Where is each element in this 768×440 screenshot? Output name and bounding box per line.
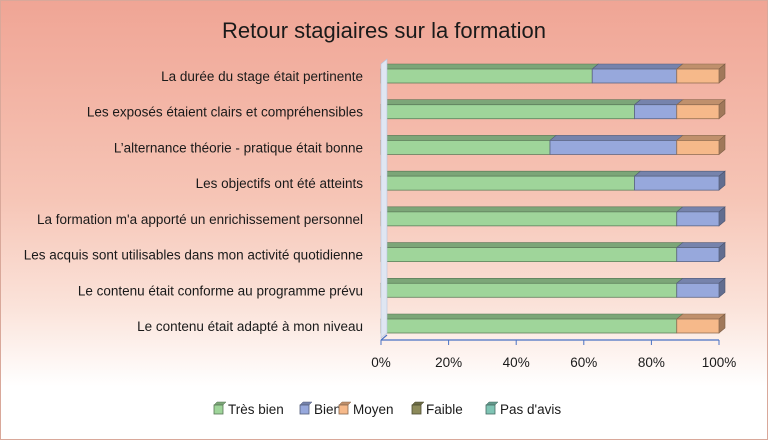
x-tick-label: 40% <box>503 355 530 370</box>
bar-segment-top <box>380 63 600 70</box>
bar-segment <box>591 68 678 84</box>
bar-segment <box>380 140 551 155</box>
category-label: L’alternance théorie - pratique était bo… <box>114 140 363 155</box>
category-label: Les exposés étaient clairs et compréhens… <box>87 105 363 120</box>
bar-segment-top <box>380 99 642 106</box>
legend-item: Pas d'avis <box>485 401 561 417</box>
bar-segment <box>634 104 678 120</box>
category-label: Les acquis sont utilisables dans mon act… <box>24 248 363 263</box>
bar-segment <box>380 175 635 191</box>
legend-label: Bien <box>314 402 341 417</box>
legend-label: Faible <box>426 402 463 417</box>
category-label: La formation m'a apporté un enrichisseme… <box>37 212 363 227</box>
bar-segment-top <box>380 242 684 248</box>
legend-swatch-top <box>299 401 313 406</box>
x-tick-label: 100% <box>702 355 737 370</box>
bar-row <box>380 63 726 84</box>
legend-swatch <box>299 404 310 415</box>
x-tick-label: 20% <box>435 355 462 370</box>
x-tick-label: 0% <box>371 355 391 370</box>
legend-item: Très bien <box>213 401 284 417</box>
bar-row <box>380 170 726 191</box>
legend-label: Pas d'avis <box>500 402 561 417</box>
bar-segment-top <box>675 277 726 284</box>
category-label: Le contenu était conforme au programme p… <box>78 283 363 298</box>
category-label: Les objectifs ont été atteints <box>196 176 364 191</box>
bar-row <box>380 99 726 120</box>
bar-segment <box>380 68 593 84</box>
x-axis: 0% 20% 40% 60% 80% 100% <box>371 58 737 370</box>
bar-segment-top <box>633 99 684 106</box>
bar-row <box>380 241 726 263</box>
bar-segment-top <box>549 135 684 141</box>
axis-side-wall <box>380 58 388 339</box>
legend-label: Très bien <box>228 402 284 417</box>
bar-segment <box>380 104 635 120</box>
bar-segment <box>380 211 678 227</box>
legend-swatch <box>485 404 496 415</box>
bar-segment-top <box>675 313 726 320</box>
x-tick-label: 80% <box>638 355 665 370</box>
bar-segment-top <box>380 206 684 213</box>
bar-segment-top <box>675 63 726 70</box>
bar-segment-top <box>675 242 726 248</box>
legend-swatch-top <box>213 401 227 406</box>
bar-segment-top <box>675 135 726 141</box>
bar-segment <box>380 318 678 334</box>
bar-row <box>380 206 726 227</box>
bar-segment-top <box>380 277 684 284</box>
bars <box>380 63 726 334</box>
legend-swatch <box>338 404 349 415</box>
bar-segment <box>676 282 720 298</box>
x-axis-corner <box>380 334 388 341</box>
bar-row <box>380 313 726 334</box>
bar-segment <box>676 211 720 227</box>
bar-segment-top <box>380 313 684 320</box>
legend-swatch <box>411 404 422 415</box>
bar-segment <box>676 247 720 262</box>
legend-swatch-top <box>485 401 499 406</box>
legend-swatch <box>213 404 224 415</box>
bar-segment-top <box>380 170 642 177</box>
legend-label: Moyen <box>353 402 394 417</box>
legend-item: Faible <box>411 401 463 417</box>
legend: Très bien Bien Moyen Faible Pas d'avis <box>213 401 561 417</box>
bar-segment-top <box>675 206 726 213</box>
bar-segment <box>634 175 720 191</box>
chart-title: Retour stagiaires sur la formation <box>222 18 546 43</box>
bar-segment <box>676 68 720 84</box>
legend-item: Bien <box>299 401 341 417</box>
bar-segment <box>380 247 678 262</box>
bar-row <box>380 277 726 298</box>
bar-segment-top <box>591 63 684 70</box>
bar-segment <box>676 140 720 155</box>
x-tick-label: 60% <box>570 355 597 370</box>
category-label: La durée du stage était pertinente <box>161 69 363 84</box>
bar-segment <box>676 318 720 334</box>
bar-segment <box>676 104 720 120</box>
bar-segment-top <box>675 99 726 106</box>
bar-segment <box>380 282 678 298</box>
legend-item: Moyen <box>338 401 394 417</box>
bar-row <box>380 134 726 156</box>
bar-segment-top <box>380 135 557 141</box>
bar-segment <box>549 140 678 155</box>
category-label: Le contenu était adapté à mon niveau <box>137 319 363 334</box>
bar-segment-top <box>633 170 726 177</box>
legend-swatch-top <box>411 401 425 406</box>
category-labels: La durée du stage était pertinente Les ex… <box>24 69 363 334</box>
